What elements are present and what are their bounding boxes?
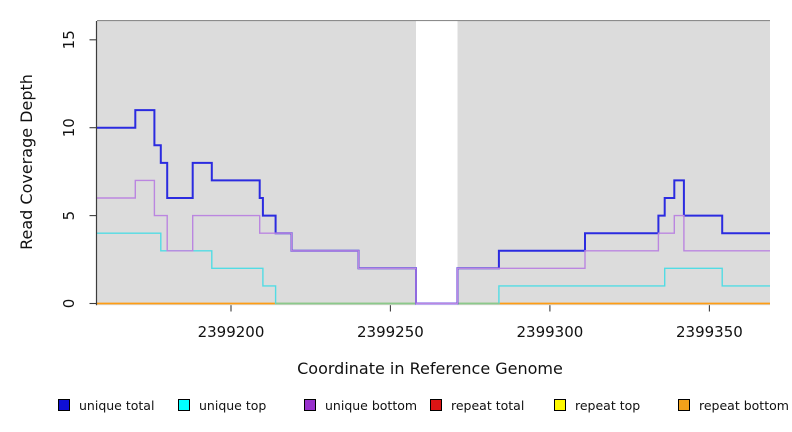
x-tick-label: 2399300 [516, 323, 583, 341]
x-tick-label: 2399200 [198, 323, 265, 341]
y-tick-label: 5 [60, 211, 78, 221]
y-tick-label: 0 [60, 299, 78, 309]
y-tick-label: 15 [60, 30, 78, 49]
y-axis-title: Read Coverage Depth [17, 74, 36, 250]
masked-region [416, 21, 458, 306]
y-tick-label: 10 [60, 118, 78, 137]
x-axis-title: Coordinate in Reference Genome [297, 359, 563, 378]
x-tick-label: 2399250 [357, 323, 424, 341]
plot-layer: 0 5 10 15 2399200 2399250 2399300 2399350 [60, 20, 770, 341]
series-line-unique-bottom [97, 179, 770, 305]
x-tick-label: 2399350 [676, 323, 743, 341]
